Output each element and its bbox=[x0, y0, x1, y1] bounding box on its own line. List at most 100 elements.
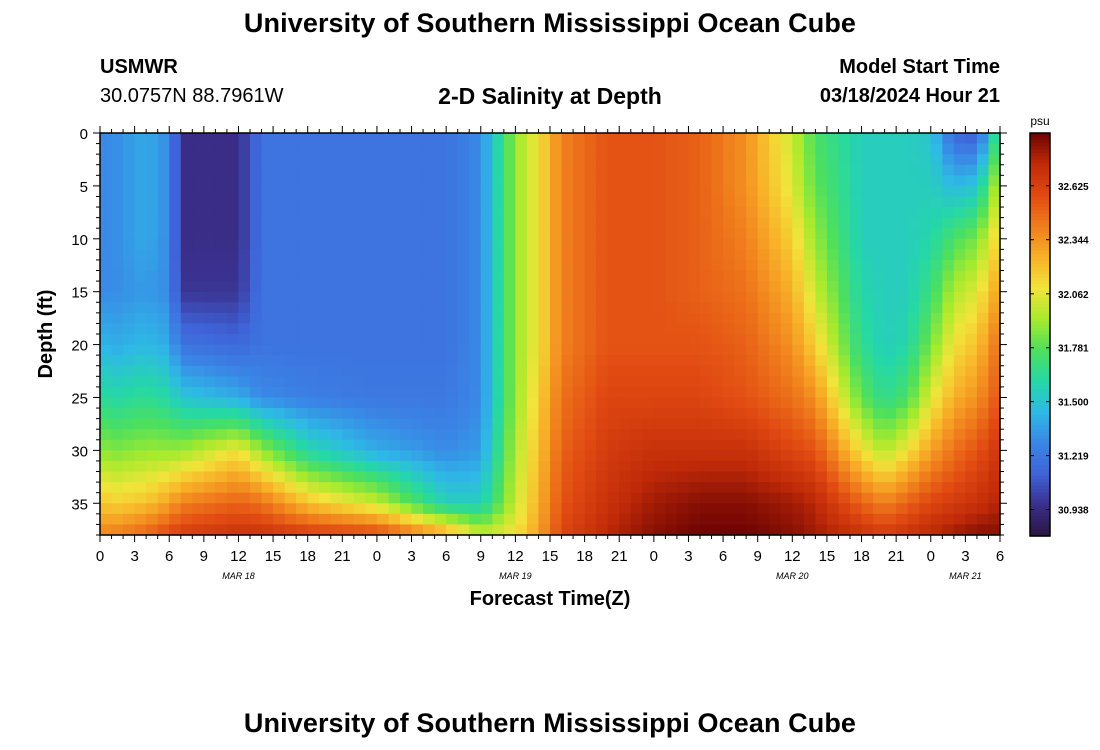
heatmap-cell bbox=[700, 207, 713, 219]
heatmap-cell bbox=[665, 429, 678, 441]
heatmap-cell bbox=[792, 207, 805, 219]
heatmap-cell bbox=[423, 418, 436, 430]
heatmap-cell bbox=[123, 503, 136, 515]
heatmap-cell bbox=[423, 207, 436, 219]
heatmap-cell bbox=[596, 429, 609, 441]
heatmap-cell bbox=[642, 259, 655, 272]
heatmap-cell bbox=[388, 143, 401, 155]
heatmap-cell bbox=[850, 503, 863, 515]
heatmap-cell bbox=[307, 133, 320, 145]
heatmap-cell bbox=[953, 397, 966, 409]
heatmap-cell bbox=[896, 334, 909, 346]
heatmap-cell bbox=[930, 460, 943, 473]
heatmap-cell bbox=[596, 228, 609, 240]
heatmap-cell bbox=[584, 228, 597, 240]
heatmap-cell bbox=[757, 450, 770, 462]
heatmap-cell bbox=[180, 259, 193, 272]
heatmap-cell bbox=[480, 133, 493, 145]
heatmap-cell bbox=[861, 249, 874, 261]
heatmap-cell bbox=[642, 386, 655, 399]
heatmap-cell bbox=[942, 259, 955, 272]
heatmap-cell bbox=[342, 143, 355, 155]
heatmap-cell bbox=[700, 482, 713, 494]
heatmap-cell bbox=[388, 503, 401, 515]
heatmap-cell bbox=[400, 460, 413, 473]
heatmap-cell bbox=[988, 259, 1001, 272]
heatmap-cell bbox=[688, 513, 701, 526]
heatmap-cell bbox=[330, 492, 343, 504]
x-date-label: MAR 18 bbox=[222, 571, 255, 581]
heatmap-cell bbox=[134, 397, 147, 409]
heatmap-cell bbox=[515, 281, 528, 293]
heatmap-cell bbox=[826, 249, 840, 261]
heatmap-cell bbox=[988, 397, 1001, 409]
heatmap-cell bbox=[653, 408, 666, 420]
heatmap-cell bbox=[526, 344, 540, 356]
heatmap-cell bbox=[180, 429, 193, 441]
heatmap-cell bbox=[250, 355, 263, 367]
heatmap-cell bbox=[596, 460, 609, 473]
heatmap-cell bbox=[307, 344, 320, 356]
heatmap-cell bbox=[630, 281, 643, 293]
heatmap-cell bbox=[503, 228, 516, 240]
heatmap-cell bbox=[642, 429, 655, 441]
heatmap-cell bbox=[953, 513, 966, 526]
heatmap-cell bbox=[157, 482, 170, 494]
heatmap-cell bbox=[400, 386, 413, 399]
heatmap-cell bbox=[134, 133, 147, 145]
heatmap-cell bbox=[365, 397, 378, 409]
heatmap-cell bbox=[307, 164, 320, 176]
heatmap-cell bbox=[919, 418, 932, 430]
heatmap-cell bbox=[400, 249, 413, 261]
heatmap-cell bbox=[538, 259, 551, 272]
heatmap-cell bbox=[607, 471, 620, 483]
heatmap-cell bbox=[826, 291, 840, 303]
heatmap-cell bbox=[388, 154, 401, 166]
heatmap-cell bbox=[250, 143, 263, 155]
heatmap-cell bbox=[492, 196, 505, 208]
heatmap-cell bbox=[515, 217, 528, 229]
heatmap-cell bbox=[446, 334, 459, 346]
heatmap-cell bbox=[723, 376, 736, 388]
heatmap-cell bbox=[284, 482, 297, 494]
heatmap-cell bbox=[780, 228, 793, 240]
colorbar-band bbox=[1030, 485, 1050, 490]
heatmap-cell bbox=[619, 291, 632, 303]
heatmap-cell bbox=[642, 154, 655, 166]
heatmap-cell bbox=[192, 281, 205, 293]
heatmap-cell bbox=[815, 217, 828, 229]
heatmap-cell bbox=[607, 291, 620, 303]
heatmap-cell bbox=[919, 439, 932, 451]
heatmap-cell bbox=[734, 524, 747, 536]
heatmap-cell bbox=[526, 334, 540, 346]
heatmap-cell bbox=[526, 175, 540, 187]
heatmap-cell bbox=[596, 471, 609, 483]
heatmap-cell bbox=[792, 386, 805, 399]
heatmap-cell bbox=[342, 154, 355, 166]
heatmap-cell bbox=[342, 408, 355, 420]
heatmap-cell bbox=[711, 249, 724, 261]
heatmap-cell bbox=[896, 207, 909, 219]
heatmap-cell bbox=[330, 482, 343, 494]
heatmap-cell bbox=[296, 302, 309, 314]
heatmap-cell bbox=[930, 397, 943, 409]
heatmap-cell bbox=[434, 418, 447, 430]
heatmap-cell bbox=[330, 334, 343, 346]
heatmap-cell bbox=[596, 175, 609, 187]
heatmap-cell bbox=[734, 355, 747, 367]
heatmap-cell bbox=[515, 259, 528, 272]
heatmap-cell bbox=[988, 450, 1001, 462]
heatmap-cell bbox=[180, 323, 193, 335]
heatmap-cell bbox=[746, 154, 759, 166]
heatmap-cell bbox=[157, 513, 170, 526]
heatmap-cell bbox=[123, 312, 136, 325]
colorbar-band bbox=[1030, 223, 1050, 228]
heatmap-cell bbox=[630, 355, 643, 367]
heatmap-cell bbox=[815, 207, 828, 219]
heatmap-cell bbox=[953, 228, 966, 240]
colorbar-band bbox=[1030, 243, 1050, 248]
heatmap-cell bbox=[192, 302, 205, 314]
heatmap-cell bbox=[896, 312, 909, 325]
heatmap-cell bbox=[376, 503, 390, 515]
heatmap-cell bbox=[642, 217, 655, 229]
